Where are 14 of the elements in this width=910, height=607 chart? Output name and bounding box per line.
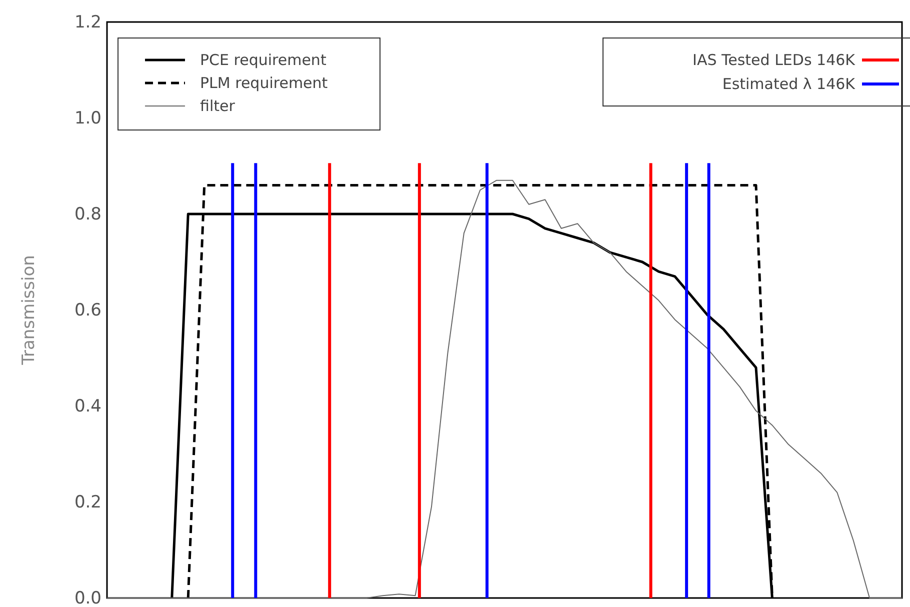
- legend-label: PLM requirement: [200, 74, 328, 92]
- y-tick-label: 0.4: [74, 396, 102, 416]
- y-tick-label: 1.2: [74, 12, 102, 32]
- y-tick-label: 0.0: [74, 588, 102, 607]
- annotation: Estimated λ 146K: [722, 75, 856, 93]
- y-tick-label: 0.8: [74, 204, 102, 224]
- line-series: [106, 180, 902, 598]
- legend-label: PCE requirement: [200, 51, 326, 69]
- y-tick-label: 0.2: [74, 492, 102, 512]
- y-axis-title: Transmission: [19, 255, 39, 366]
- y-tick-label: 1.0: [74, 108, 102, 128]
- legend-label: filter: [200, 97, 236, 115]
- y-tick-label: 0.6: [74, 300, 102, 320]
- annotation: IAS Tested LEDs 146K: [692, 51, 856, 69]
